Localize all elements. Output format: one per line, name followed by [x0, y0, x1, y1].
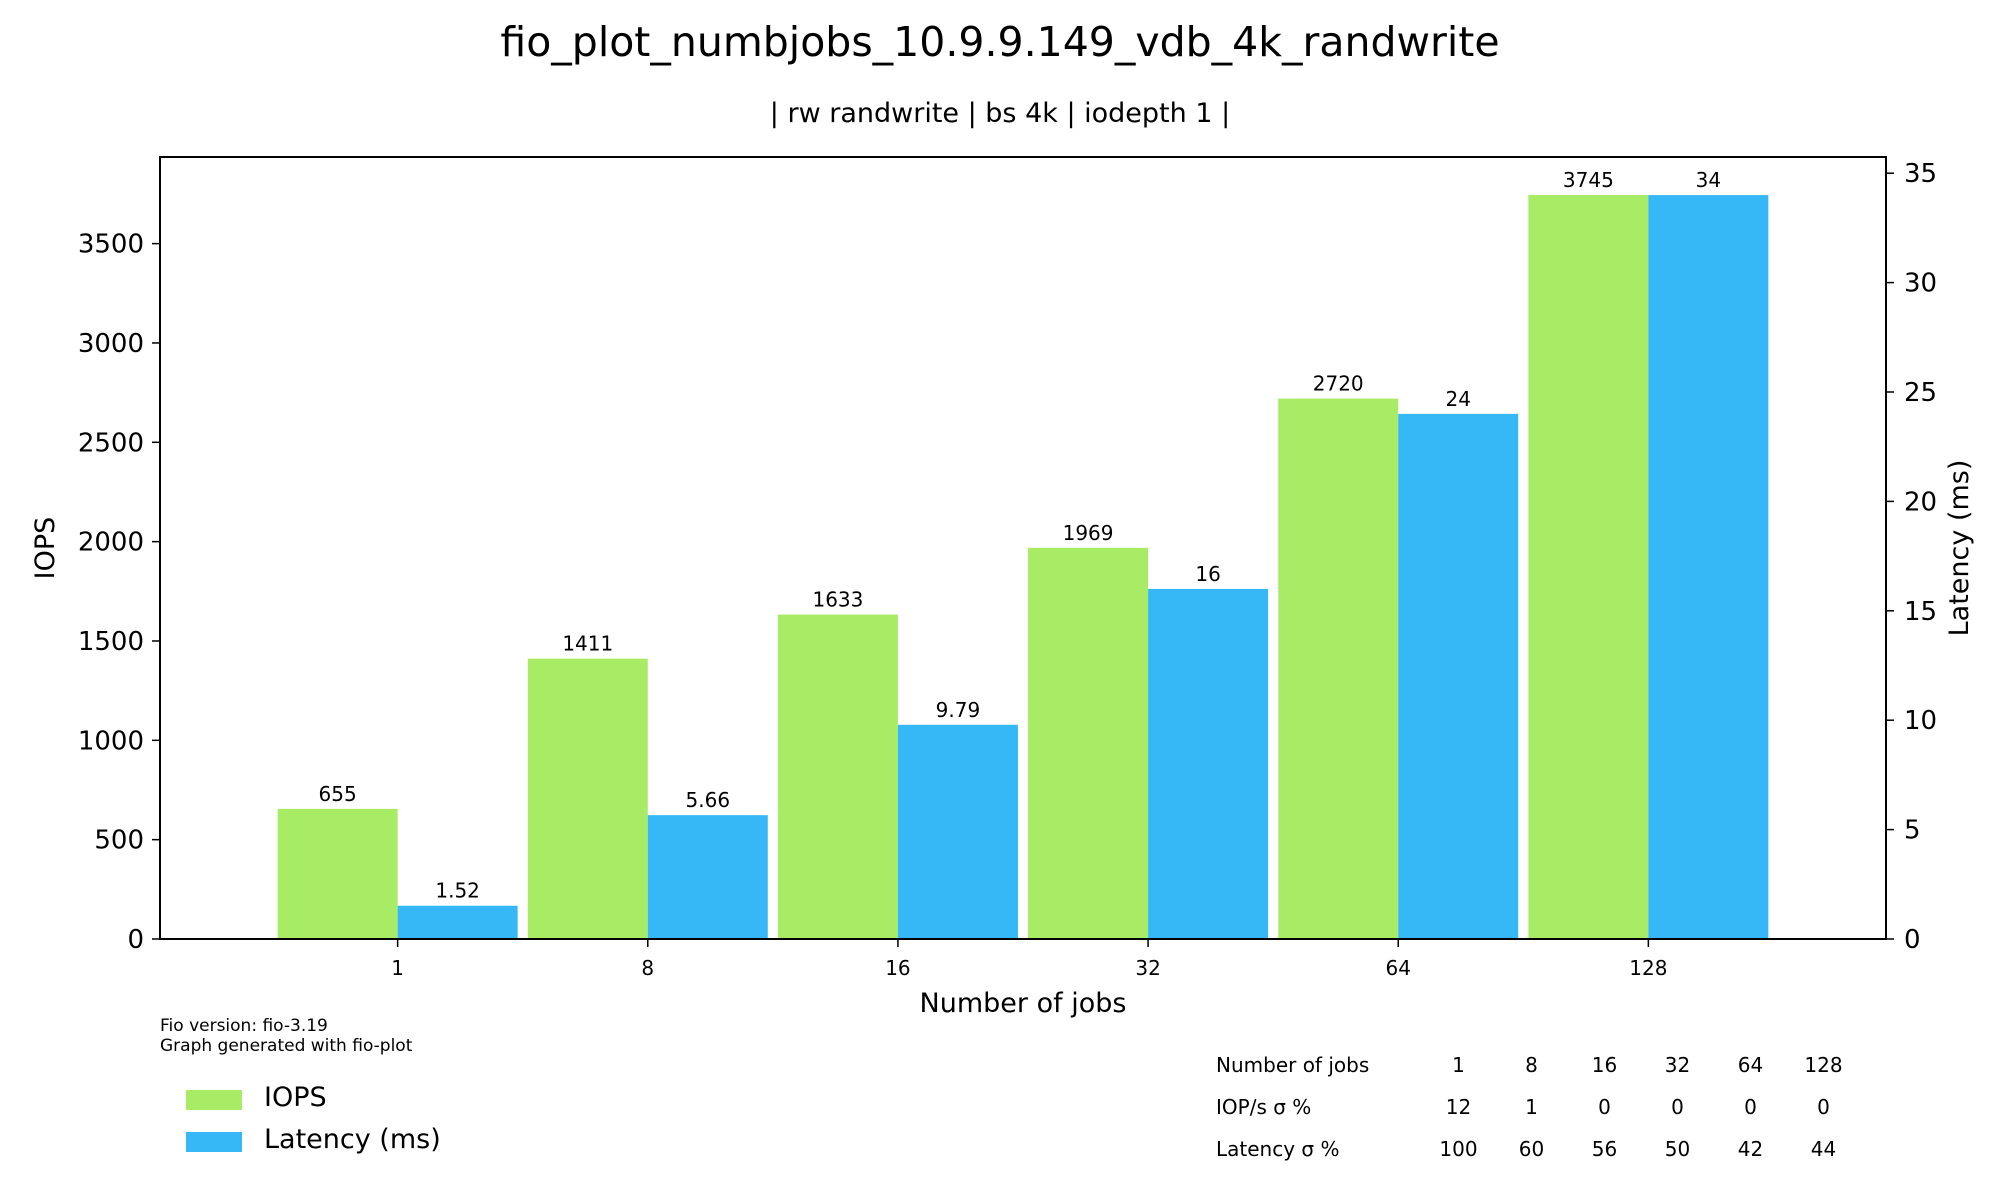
latency-bar-8 — [647, 815, 768, 939]
stats-cell: 60 — [1518, 1137, 1545, 1161]
iops-bar-64 — [1278, 398, 1399, 939]
stats-cell: 1 — [1452, 1053, 1465, 1077]
legend-label-latency: Latency (ms) — [264, 1124, 441, 1155]
right-tick-label-10: 10 — [1904, 706, 1937, 736]
stats-cell: 12 — [1445, 1095, 1472, 1119]
left-axis-ticks: 0 500 1000 1500 2000 2500 3000 3500 — [78, 230, 160, 955]
x-tick-label-8: 8 — [641, 956, 654, 980]
right-axis-ticks: 0 5 10 15 20 25 30 35 — [1886, 159, 1937, 955]
stats-cell: 32 — [1664, 1053, 1691, 1077]
x-tick-label-1: 1 — [391, 956, 404, 980]
right-tick-label-0: 0 — [1904, 925, 1921, 955]
right-tick-label-35: 35 — [1904, 159, 1937, 189]
latency-value-label-64: 24 — [1445, 387, 1470, 411]
left-tick-label-1000: 1000 — [78, 726, 144, 756]
legend-swatch-iops — [186, 1090, 242, 1110]
latency-bar-16 — [897, 724, 1018, 939]
stats-cell: 0 — [1671, 1095, 1684, 1119]
stats-table: Number of jobs 1 8 16 32 64 128 IOP/s σ % 12 1 0 0 0… — [1216, 1044, 1860, 1170]
stats-row-label: Number of jobs — [1216, 1053, 1370, 1077]
iops-bar-32 — [1028, 547, 1149, 939]
right-tick-label-20: 20 — [1904, 487, 1937, 517]
left-axis-label: IOPS — [30, 517, 61, 580]
iops-bar-8 — [527, 658, 648, 939]
latency-bar-128 — [1648, 195, 1769, 939]
stats-cell: 56 — [1591, 1137, 1618, 1161]
stats-table-row: Number of jobs 1 8 16 32 64 128 — [1216, 1044, 1860, 1086]
stats-cell: 0 — [1598, 1095, 1611, 1119]
legend-item-latency: Latency (ms) — [182, 1120, 542, 1160]
stats-cell: 1 — [1525, 1095, 1538, 1119]
stats-cell: 64 — [1737, 1053, 1764, 1077]
latency-bar-64 — [1398, 413, 1519, 939]
stats-cell: 50 — [1664, 1137, 1691, 1161]
stats-cell: 0 — [1744, 1095, 1757, 1119]
legend-item-iops: IOPS — [182, 1078, 542, 1118]
latency-value-label-128: 34 — [1696, 168, 1721, 192]
iops-value-label-16: 1633 — [812, 588, 863, 612]
stats-table-row: IOP/s σ % 12 1 0 0 0 0 — [1216, 1086, 1860, 1128]
right-tick-label-25: 25 — [1904, 378, 1937, 408]
left-tick-label-1500: 1500 — [78, 627, 144, 657]
left-tick-label-3000: 3000 — [78, 329, 144, 359]
bars-group — [277, 194, 1769, 940]
bar-labels-group: 655 1.52 1411 5.66 1633 9.79 1969 16 2720 24 3745 3… — [319, 168, 1722, 903]
latency-value-label-8: 5.66 — [686, 788, 731, 812]
x-tick-label-32: 32 — [1135, 956, 1160, 980]
iops-bar-1 — [277, 808, 398, 939]
chart-subtitle: | rw randwrite | bs 4k | iodepth 1 | — [769, 98, 1231, 129]
left-tick-label-500: 500 — [94, 826, 144, 856]
stats-cell: 0 — [1817, 1095, 1830, 1119]
stats-cell: 44 — [1810, 1137, 1837, 1161]
x-tick-label-64: 64 — [1385, 956, 1410, 980]
left-tick-label-0: 0 — [127, 925, 144, 955]
chart-title: fio_plot_numbjobs_10.9.9.149_vdb_4k_rand… — [500, 18, 1500, 66]
right-tick-label-5: 5 — [1904, 816, 1921, 846]
iops-value-label-8: 1411 — [562, 632, 613, 656]
latency-bar-32 — [1148, 588, 1269, 939]
stats-row-label: IOP/s σ % — [1216, 1095, 1312, 1119]
stats-row-label: Latency σ % — [1216, 1137, 1340, 1161]
stats-cell: 128 — [1804, 1053, 1843, 1077]
iops-bar-16 — [777, 614, 898, 939]
left-tick-label-3500: 3500 — [78, 230, 144, 260]
left-tick-label-2500: 2500 — [78, 428, 144, 458]
stats-cell: 42 — [1737, 1137, 1764, 1161]
left-tick-label-2000: 2000 — [78, 528, 144, 558]
axes-frame — [159, 156, 1887, 940]
iops-value-label-1: 655 — [319, 782, 357, 806]
latency-value-label-32: 16 — [1195, 562, 1220, 586]
x-axis-label: Number of jobs — [920, 988, 1127, 1019]
stats-cell: 100 — [1439, 1137, 1478, 1161]
latency-value-label-16: 9.79 — [936, 698, 981, 722]
latency-bar-1 — [397, 905, 518, 939]
iops-bar-128 — [1528, 194, 1649, 940]
iops-value-label-32: 1969 — [1063, 521, 1114, 545]
legend-swatch-latency — [186, 1132, 242, 1152]
stats-cell: 16 — [1591, 1053, 1618, 1077]
iops-value-label-128: 3745 — [1563, 168, 1614, 192]
generated-with-text: Graph generated with fio-plot — [160, 1036, 413, 1056]
right-tick-label-15: 15 — [1904, 597, 1937, 627]
iops-value-label-64: 2720 — [1313, 372, 1364, 396]
x-tick-label-16: 16 — [885, 956, 910, 980]
legend-label-iops: IOPS — [264, 1082, 327, 1113]
x-tick-label-128: 128 — [1629, 956, 1667, 980]
right-tick-label-30: 30 — [1904, 269, 1937, 299]
latency-value-label-1: 1.52 — [435, 879, 480, 903]
fio-version-text: Fio version: fio-3.19 — [160, 1016, 328, 1036]
x-axis-ticks: 1 8 16 32 64 128 — [391, 939, 1667, 980]
footnote: Fio version: fio-3.19 Graph generated wi… — [160, 1016, 412, 1056]
stats-table-row: Latency σ % 100 60 56 50 42 44 — [1216, 1128, 1860, 1170]
stats-cell: 8 — [1525, 1053, 1538, 1077]
right-axis-label: Latency (ms) — [1944, 460, 1975, 637]
